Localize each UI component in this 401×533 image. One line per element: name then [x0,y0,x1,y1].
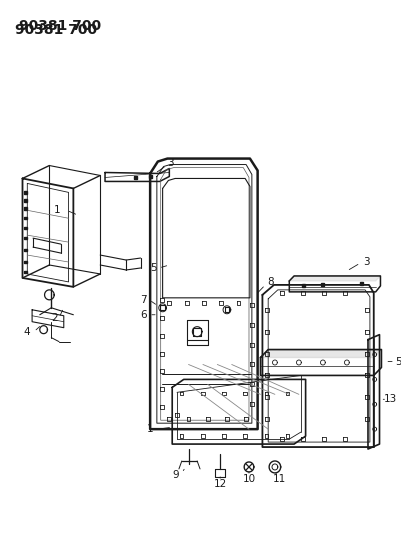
Text: 11: 11 [273,474,286,484]
Text: 4: 4 [23,327,30,337]
Text: 3: 3 [363,257,369,267]
Text: 90381 700: 90381 700 [19,19,101,33]
Text: 1: 1 [54,205,61,215]
Text: 9: 9 [173,470,179,480]
Polygon shape [24,249,26,252]
Text: 90381 700: 90381 700 [15,23,97,37]
Text: 5: 5 [150,263,156,273]
Polygon shape [261,350,381,358]
Polygon shape [24,237,26,239]
Polygon shape [149,175,152,178]
Polygon shape [302,285,305,287]
Text: 10: 10 [243,474,255,484]
Text: 5: 5 [395,357,401,367]
Text: 3: 3 [167,158,174,167]
Polygon shape [24,199,26,201]
Polygon shape [360,282,363,285]
Text: 8: 8 [267,277,273,287]
Text: 2: 2 [51,313,57,323]
Polygon shape [24,191,26,193]
Polygon shape [134,176,137,179]
Polygon shape [289,276,381,281]
Text: 1: 1 [147,424,154,434]
Polygon shape [24,207,26,209]
Polygon shape [24,261,26,263]
Polygon shape [24,217,26,220]
Polygon shape [24,271,26,273]
Polygon shape [322,284,324,286]
Text: 13: 13 [383,394,397,405]
Text: 7: 7 [140,295,147,305]
Text: 6: 6 [140,310,147,320]
Text: 12: 12 [214,479,227,489]
Polygon shape [24,227,26,229]
